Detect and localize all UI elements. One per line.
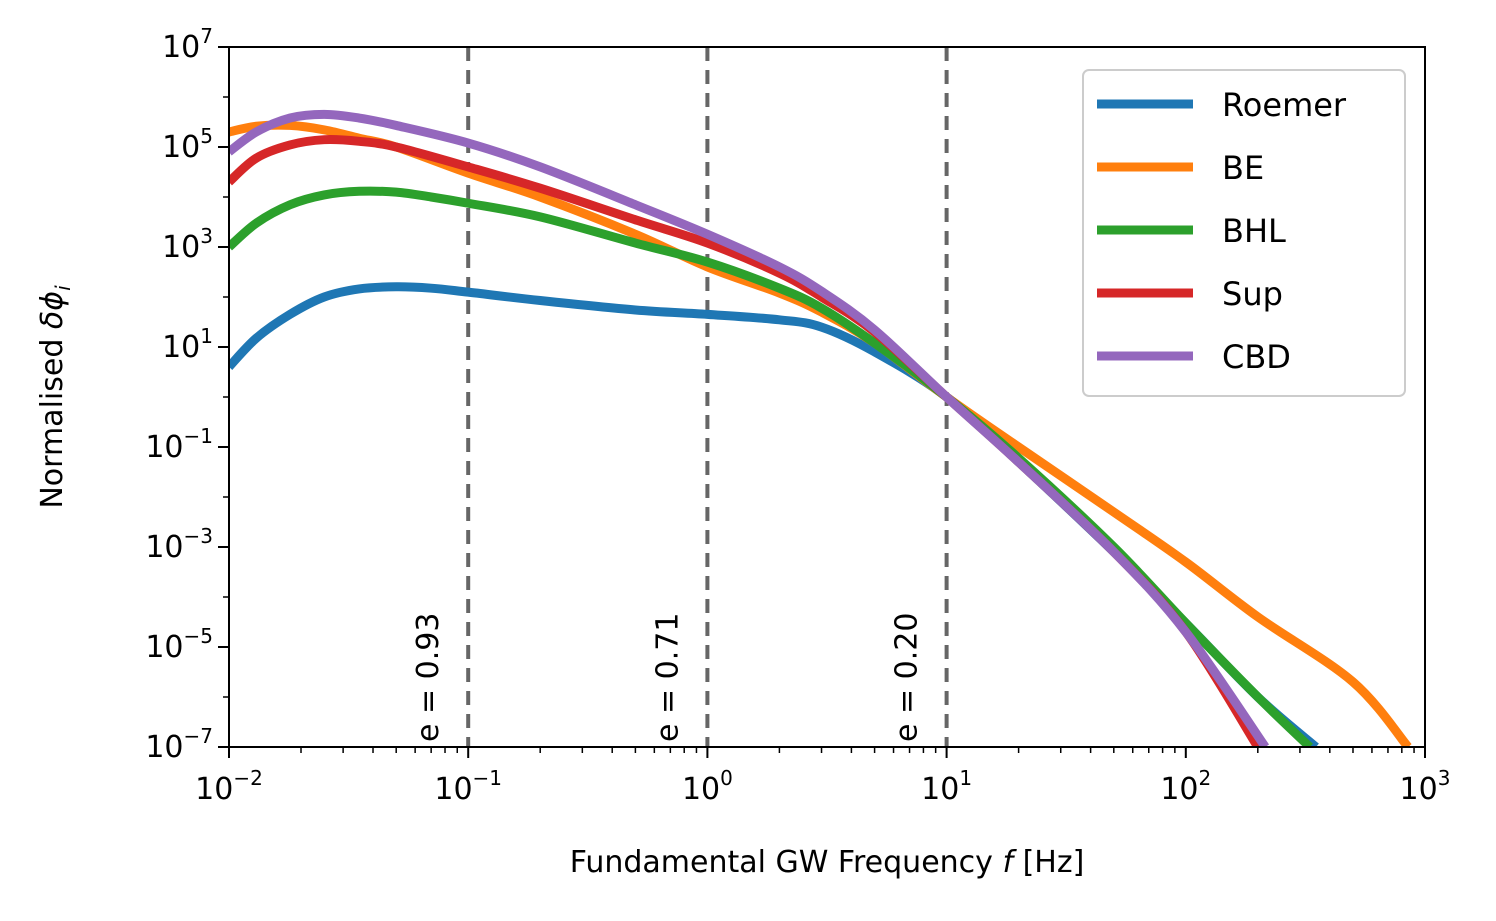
- y-axis-label: Normalised δϕi: [35, 285, 75, 509]
- x-tick-label: 101: [921, 766, 972, 807]
- x-axis-ticks: 10−2 10−1 100 101 102 103: [195, 747, 1450, 807]
- y-tick-label: 10−1: [145, 424, 213, 465]
- legend-label-sup: Sup: [1222, 275, 1283, 313]
- legend-label-bhl: BHL: [1222, 212, 1286, 250]
- legend-label-roemer: Roemer: [1222, 86, 1347, 124]
- series-line-cbd: [229, 109, 1270, 747]
- vline-label-1: e = 0.71: [650, 613, 685, 742]
- y-tick-label: 103: [162, 224, 213, 265]
- x-axis-label: Fundamental GW Frequency f [Hz]: [570, 845, 1085, 880]
- x-tick-label: 102: [1160, 766, 1211, 807]
- y-tick-label: 10−7: [145, 724, 213, 765]
- y-tick-label: 10−3: [145, 524, 213, 565]
- legend-label-be: BE: [1222, 149, 1264, 187]
- legend-box: [1082, 69, 1406, 397]
- vertical-line-labels: e = 0.93 e = 0.71 e = 0.20: [411, 613, 924, 742]
- vline-label-2: e = 0.20: [890, 613, 925, 742]
- y-tick-label: 105: [162, 124, 213, 165]
- y-tick-label: 10−5: [145, 624, 213, 665]
- legend-label-cbd: CBD: [1222, 338, 1291, 376]
- x-tick-label: 103: [1400, 766, 1451, 807]
- x-tick-label: 100: [682, 766, 733, 807]
- y-tick-label: 107: [162, 24, 213, 65]
- x-tick-label: 10−2: [195, 766, 263, 807]
- vline-label-0: e = 0.93: [411, 613, 446, 742]
- x-tick-label: 10−1: [434, 766, 502, 807]
- series-lines: [229, 109, 1412, 747]
- y-tick-label: 101: [162, 324, 213, 365]
- legend: Roemer BE BHL Sup CBD: [1082, 69, 1406, 397]
- y-axis-ticks: 107 105 103 101 10−1 10−3 10−5 10−7: [145, 24, 229, 765]
